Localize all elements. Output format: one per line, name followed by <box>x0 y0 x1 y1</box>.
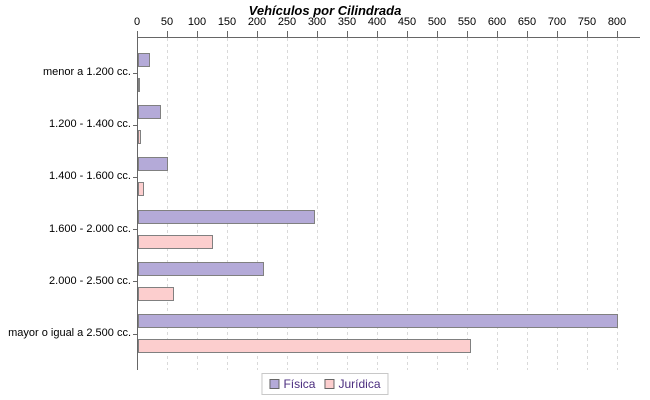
x-axis-tick-label: 550 <box>457 16 477 28</box>
x-axis-tick <box>137 31 138 37</box>
x-axis-tick-label: 700 <box>547 16 567 28</box>
x-axis-tick-label: 800 <box>607 16 627 28</box>
gridline-vertical <box>287 38 288 370</box>
y-axis-line <box>137 37 138 370</box>
x-axis-tick-label: 500 <box>427 16 447 28</box>
category-label: mayor o igual a 2.500 cc. <box>8 327 131 339</box>
bar-juridica <box>138 182 144 197</box>
y-axis-tick <box>133 333 137 335</box>
bar-fisica <box>138 261 264 276</box>
legend-item-fisica: Física <box>269 377 315 391</box>
legend-item-juridica: Jurídica <box>324 377 381 391</box>
x-axis-tick <box>527 31 528 37</box>
x-axis-tick <box>467 31 468 37</box>
bar-juridica <box>138 234 213 249</box>
x-axis-tick-label: 350 <box>337 16 357 28</box>
bar-juridica <box>138 339 471 353</box>
x-axis-tick-label: 0 <box>133 16 141 28</box>
gridline-vertical <box>377 38 378 370</box>
category-label: menor a 1.200 cc. <box>42 66 131 78</box>
x-axis-tick <box>197 31 198 37</box>
bar-fisica <box>138 314 618 328</box>
x-axis-tick <box>167 31 168 37</box>
gridline-vertical <box>347 38 348 370</box>
gridline-vertical <box>617 38 618 370</box>
bar-juridica <box>138 286 174 301</box>
legend-label: Jurídica <box>338 377 381 391</box>
x-axis-line <box>137 37 640 38</box>
x-axis-tick-label: 200 <box>247 16 267 28</box>
gridline-vertical <box>407 38 408 370</box>
bar-fisica <box>138 53 150 67</box>
x-axis-tick <box>437 31 438 37</box>
y-axis-tick <box>133 281 137 283</box>
bar-fisica <box>138 157 168 172</box>
gridline-vertical <box>527 38 528 370</box>
x-axis-tick-label: 750 <box>577 16 597 28</box>
category-label: 2.000 - 2.500 cc. <box>49 274 131 287</box>
x-axis-tick-label: 300 <box>307 16 327 28</box>
chart-title: Vehículos por Cilindrada <box>248 3 402 18</box>
x-axis-tick <box>287 31 288 37</box>
x-axis-tick <box>557 31 558 37</box>
x-axis-tick <box>347 31 348 37</box>
y-axis-tick <box>133 229 137 231</box>
x-axis-tick <box>497 31 498 37</box>
category-label: 1.200 - 1.400 cc. <box>49 118 131 131</box>
x-axis-tick-label: 150 <box>217 16 237 28</box>
gridline-vertical <box>587 38 588 370</box>
legend-swatch-icon <box>324 379 335 389</box>
y-axis-tick <box>133 176 137 178</box>
legend: Física Jurídica <box>261 373 389 395</box>
category-label: 1.600 - 2.000 cc. <box>49 222 131 235</box>
x-axis-tick <box>377 31 378 37</box>
category-label: 1.400 - 1.600 cc. <box>49 170 131 183</box>
legend-swatch-icon <box>269 379 280 389</box>
x-axis-tick-label: 650 <box>517 16 537 28</box>
legend-label: Física <box>283 377 316 391</box>
gridline-vertical <box>497 38 498 370</box>
gridline-vertical <box>437 38 438 370</box>
x-axis-tick-label: 600 <box>487 16 507 28</box>
x-axis-tick-label: 100 <box>187 16 207 28</box>
bar-fisica <box>138 105 161 120</box>
x-axis-tick <box>317 31 318 37</box>
x-axis-tick-label: 250 <box>277 16 297 28</box>
gridline-vertical <box>167 38 168 370</box>
gridline-vertical <box>227 38 228 370</box>
bar-fisica <box>138 209 315 224</box>
x-axis-tick <box>257 31 258 37</box>
bar-juridica <box>138 130 141 145</box>
y-axis-tick <box>133 72 137 74</box>
x-axis-tick <box>407 31 408 37</box>
x-axis-tick-label: 400 <box>367 16 387 28</box>
gridline-vertical <box>197 38 198 370</box>
x-axis-tick <box>587 31 588 37</box>
x-axis-tick <box>227 31 228 37</box>
gridline-vertical <box>317 38 318 370</box>
x-axis-tick-label: 50 <box>160 16 174 28</box>
x-axis-tick-label: 450 <box>397 16 417 28</box>
gridline-vertical <box>257 38 258 370</box>
gridline-vertical <box>557 38 558 370</box>
y-axis-tick <box>133 124 137 126</box>
x-axis-tick <box>617 31 618 37</box>
bar-juridica <box>138 78 140 92</box>
gridline-vertical <box>467 38 468 370</box>
